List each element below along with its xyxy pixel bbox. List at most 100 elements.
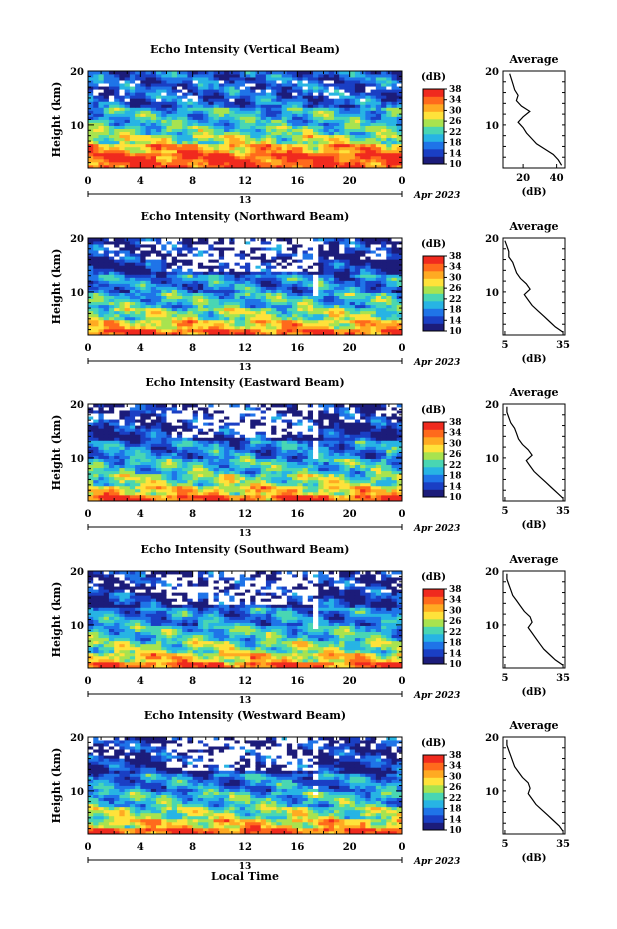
heatmap-cell — [150, 280, 157, 284]
heatmap-cell — [297, 77, 303, 81]
heatmap-cell — [166, 310, 173, 315]
heatmap-cell — [349, 149, 356, 154]
heatmap-cell — [354, 476, 361, 481]
heatmap-cell — [182, 328, 188, 333]
heatmap-cell — [114, 473, 120, 478]
heatmap-cell — [213, 301, 220, 306]
heatmap-cell — [381, 158, 387, 163]
heatmap-cell — [150, 485, 157, 490]
heatmap-cell — [286, 301, 293, 306]
heatmap-cell — [229, 95, 235, 99]
heatmap-cell — [171, 77, 178, 81]
heatmap-cell — [145, 158, 152, 163]
heatmap-cell — [344, 134, 351, 139]
heatmap-cell — [171, 307, 178, 312]
heatmap-cell — [166, 458, 173, 462]
heatmap-cell — [176, 89, 183, 93]
heatmap-cell — [156, 283, 162, 287]
heatmap-cell — [354, 280, 361, 284]
heatmap-cell — [391, 307, 398, 312]
heatmap-cell — [245, 131, 251, 136]
heatmap-cell — [208, 461, 214, 466]
heatmap-cell — [292, 271, 298, 275]
heatmap-cell — [265, 277, 272, 281]
heatmap-cell — [386, 146, 392, 151]
heatmap-cell — [381, 304, 387, 309]
heatmap-cell — [197, 83, 204, 87]
heatmap-cell — [381, 71, 387, 75]
heatmap-cell — [187, 271, 194, 275]
heatmap-cell — [318, 310, 324, 315]
heatmap-cell — [182, 280, 188, 284]
heatmap-cell — [197, 298, 204, 303]
heatmap-cell — [224, 131, 230, 136]
heatmap-cell — [276, 485, 283, 490]
heatmap-cell — [307, 116, 314, 120]
heatmap-cell — [208, 494, 214, 499]
heatmap-cell — [360, 119, 366, 123]
heatmap-cell — [349, 101, 356, 105]
heatmap-cell — [114, 86, 120, 90]
heatmap-cell — [323, 86, 330, 90]
heatmap-cell — [292, 331, 298, 336]
heatmap-cell — [265, 131, 272, 136]
heatmap-cell — [88, 253, 94, 257]
heatmap-cell — [302, 325, 309, 330]
heatmap-cell — [328, 152, 335, 157]
heatmap-cell — [98, 253, 105, 257]
heatmap-cell — [119, 488, 126, 493]
heatmap-cell — [281, 137, 288, 142]
heatmap-cell — [124, 289, 131, 293]
heatmap-cell — [224, 467, 230, 472]
heatmap-cell — [276, 74, 283, 78]
heatmap-cell — [323, 497, 330, 502]
heatmap-cell — [208, 268, 214, 272]
heatmap-cell — [360, 140, 366, 145]
heatmap-cell — [250, 313, 256, 318]
heatmap-cell — [150, 86, 157, 90]
heatmap-cell — [276, 71, 283, 75]
heatmap-cell — [339, 322, 345, 327]
heatmap-cell — [119, 298, 126, 303]
heatmap-cell — [370, 77, 377, 81]
heatmap-cell — [93, 280, 99, 284]
heatmap-cell — [114, 149, 120, 154]
heatmap-cell — [255, 98, 262, 102]
heatmap-cell — [297, 331, 303, 336]
heatmap-cell — [135, 244, 141, 248]
heatmap-cell — [286, 268, 293, 272]
heatmap-cell — [281, 110, 288, 114]
heatmap-cell — [229, 244, 235, 248]
heatmap-cell — [197, 86, 204, 90]
heatmap-cell — [187, 322, 194, 327]
heatmap-cell — [328, 122, 335, 126]
heatmap-cell — [192, 485, 199, 490]
heatmap-cell — [370, 331, 377, 336]
heatmap-cell — [245, 125, 251, 129]
heatmap-cell — [119, 155, 126, 160]
heatmap-cell — [103, 253, 110, 257]
heatmap-cell — [323, 137, 330, 142]
heatmap-cell — [197, 307, 204, 312]
heatmap-cell — [255, 325, 262, 330]
heatmap-cell — [391, 101, 398, 105]
heatmap-cell — [281, 101, 288, 105]
heatmap-cell — [161, 271, 167, 275]
heatmap-cell — [234, 271, 241, 275]
heatmap-cell — [103, 467, 110, 472]
heatmap-cell — [140, 476, 146, 481]
heatmap-cell — [108, 92, 115, 96]
heatmap-cell — [218, 280, 225, 284]
heatmap-cell — [114, 83, 120, 87]
heatmap-cell — [386, 280, 392, 284]
heatmap-cell — [203, 95, 209, 99]
heatmap-cell — [292, 95, 298, 99]
heatmap-cell — [166, 479, 173, 484]
heatmap-cell — [166, 470, 173, 475]
heatmap-cell — [98, 494, 105, 499]
heatmap-cell — [276, 119, 283, 123]
heatmap-cell — [396, 464, 403, 469]
heatmap-cell — [108, 497, 115, 502]
heatmap-cell — [103, 482, 110, 487]
heatmap-cell — [88, 164, 94, 169]
